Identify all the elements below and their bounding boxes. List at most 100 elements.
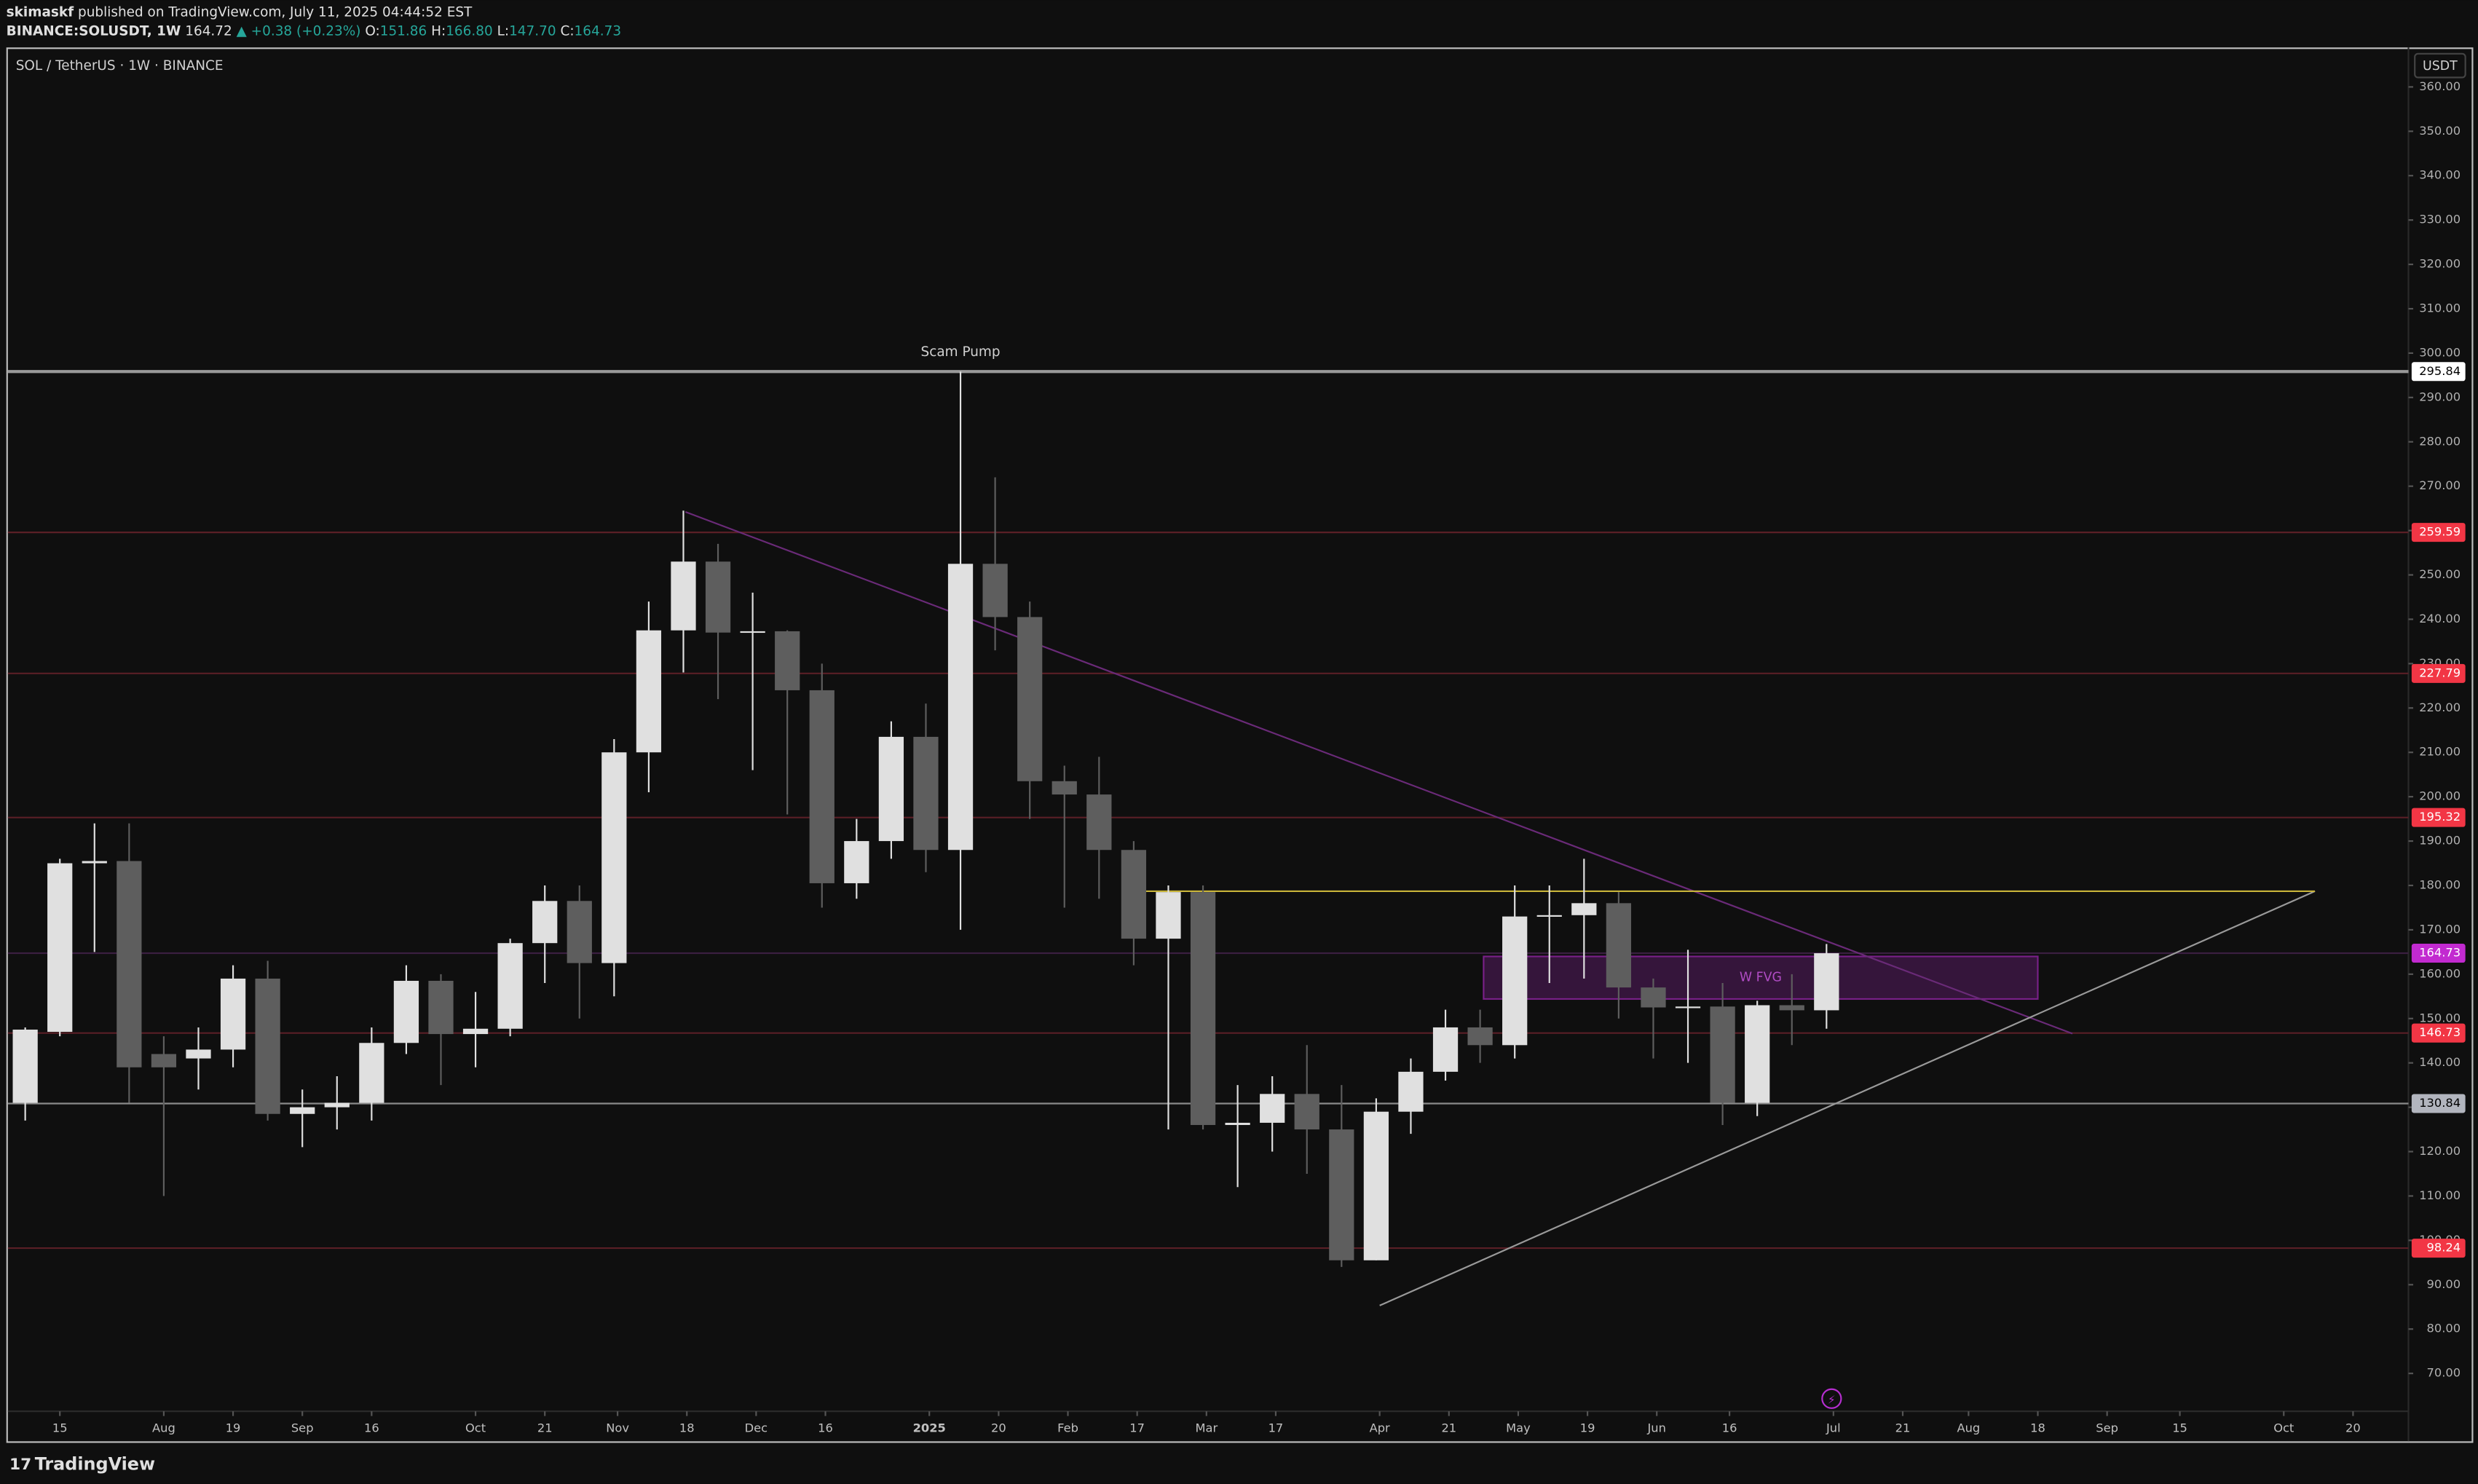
candle-body xyxy=(601,752,627,963)
x-tick-label: Oct xyxy=(2273,1421,2294,1434)
y-tick-label: 70.00 xyxy=(2427,1366,2461,1380)
l-value: 147.70 xyxy=(509,23,556,39)
x-tick-label: 20 xyxy=(991,1421,1006,1434)
x-tick-label: Apr xyxy=(1370,1421,1390,1434)
logo: TradingView xyxy=(35,1453,155,1474)
price-level-badge xyxy=(2411,663,2466,683)
header-line-2: BINANCE:SOLUSDT, 1W 164.72 ▲ +0.38 (+0.2… xyxy=(7,23,621,39)
candle-body xyxy=(532,901,558,944)
y-tick-label: 180.00 xyxy=(2419,877,2461,891)
x-tick-label: 16 xyxy=(1722,1421,1737,1434)
fvg-zone xyxy=(1483,955,2039,1000)
o-label: O: xyxy=(365,23,379,39)
candle-body xyxy=(1710,1006,1735,1103)
candle-body xyxy=(671,561,696,631)
x-tick-label: 18 xyxy=(679,1421,695,1434)
candle-body xyxy=(636,630,662,753)
candle-body xyxy=(705,561,731,633)
candle-body xyxy=(1467,1027,1493,1046)
chart-title: SOL / TetherUS · 1W · BINANCE xyxy=(16,58,224,74)
candle-body xyxy=(428,980,454,1035)
candle-body xyxy=(1051,781,1077,795)
candle-body xyxy=(844,841,869,883)
candle-body xyxy=(1086,794,1112,850)
y-tick-label: 120.00 xyxy=(2419,1144,2461,1158)
y-tick-label: 340.00 xyxy=(2419,168,2461,182)
y-tick-label: 240.00 xyxy=(2419,612,2461,625)
candle-body xyxy=(1432,1027,1459,1072)
candle-body xyxy=(117,861,142,1067)
candle-body xyxy=(1779,1005,1804,1011)
y-tick-label: 350.00 xyxy=(2419,124,2461,138)
event-icon[interactable] xyxy=(1821,1388,1842,1409)
header-line-1: skimaskf published on TradingView.com, J… xyxy=(7,4,473,20)
y-tick-label: 160.00 xyxy=(2419,966,2461,980)
price-level-badge xyxy=(2411,362,2466,382)
x-tick-label: Jun xyxy=(1647,1421,1666,1434)
l-label: L: xyxy=(497,23,509,39)
candle-body xyxy=(12,1029,38,1103)
candle-body xyxy=(324,1102,350,1108)
x-tick-label: 21 xyxy=(537,1421,553,1434)
price-level-badge xyxy=(2411,1023,2466,1043)
price-level-badge xyxy=(2411,1239,2466,1258)
candle-body xyxy=(1641,987,1666,1008)
candle-body xyxy=(1329,1129,1354,1260)
currency: USDT xyxy=(2423,59,2458,74)
candle-body xyxy=(775,631,800,690)
y-tick-label: 210.00 xyxy=(2419,745,2461,759)
x-tick-label: 16 xyxy=(818,1421,833,1434)
y-tick-label: 310.00 xyxy=(2419,301,2461,315)
candle-body xyxy=(1225,1122,1250,1125)
x-tick-label: 21 xyxy=(1441,1421,1456,1434)
event-icon-glyph: ⚡ xyxy=(1828,1393,1836,1406)
y-tick-label: 110.00 xyxy=(2419,1188,2461,1202)
x-tick-label: Mar xyxy=(1195,1421,1218,1434)
price-level-label: 98.24 xyxy=(2427,1241,2461,1255)
h-value: 166.80 xyxy=(446,23,493,39)
y-tick-label: 300.00 xyxy=(2419,345,2461,359)
candle-body xyxy=(1571,903,1597,915)
y-tick-label: 290.00 xyxy=(2419,390,2461,403)
candle-body xyxy=(1814,953,1839,1011)
o-value: 151.86 xyxy=(380,23,427,39)
candle-body xyxy=(82,861,107,864)
x-tick-label: Jul xyxy=(1826,1421,1841,1434)
y-tick-label: 280.00 xyxy=(2419,434,2461,448)
y-tick-label: 170.00 xyxy=(2419,922,2461,936)
candle-body xyxy=(1745,1005,1770,1103)
y-tick-label: 360.00 xyxy=(2419,79,2461,93)
x-tick-label: 15 xyxy=(52,1421,68,1434)
price-level-badge xyxy=(2411,943,2466,963)
candle-body xyxy=(151,1054,177,1067)
price-level-label: 195.32 xyxy=(2419,810,2461,824)
price-level-badge xyxy=(2411,523,2466,542)
x-tick-label: Oct xyxy=(465,1421,486,1434)
symbol: BINANCE:SOLUSDT, 1W xyxy=(7,23,181,39)
candle-body xyxy=(1606,903,1632,988)
c-value: 164.73 xyxy=(575,23,622,39)
candle-body xyxy=(809,690,834,883)
currency-badge[interactable] xyxy=(2414,52,2466,79)
price-level-badge xyxy=(2411,1094,2466,1113)
candle-body xyxy=(1260,1094,1285,1123)
candle-body xyxy=(567,901,592,963)
candle-body xyxy=(1398,1071,1424,1112)
price-level-badge xyxy=(2411,808,2466,827)
price-level-label: 164.73 xyxy=(2419,946,2461,960)
x-tick-label: 19 xyxy=(226,1421,241,1434)
c-label: C: xyxy=(560,23,574,39)
x-tick-label: 20 xyxy=(2345,1421,2361,1434)
x-tick-label: 19 xyxy=(1580,1421,1595,1434)
candle-body xyxy=(359,1043,384,1103)
x-tick-label: Aug xyxy=(152,1421,175,1434)
x-tick-label: Sep xyxy=(2096,1421,2118,1434)
published: published on TradingView.com, July 11, 2… xyxy=(78,4,473,20)
candle-body xyxy=(1675,1006,1701,1009)
candle-body xyxy=(1502,916,1528,1046)
candle-body xyxy=(1363,1111,1389,1260)
candle-body xyxy=(220,978,246,1050)
x-tick-label: 21 xyxy=(1895,1421,1911,1434)
